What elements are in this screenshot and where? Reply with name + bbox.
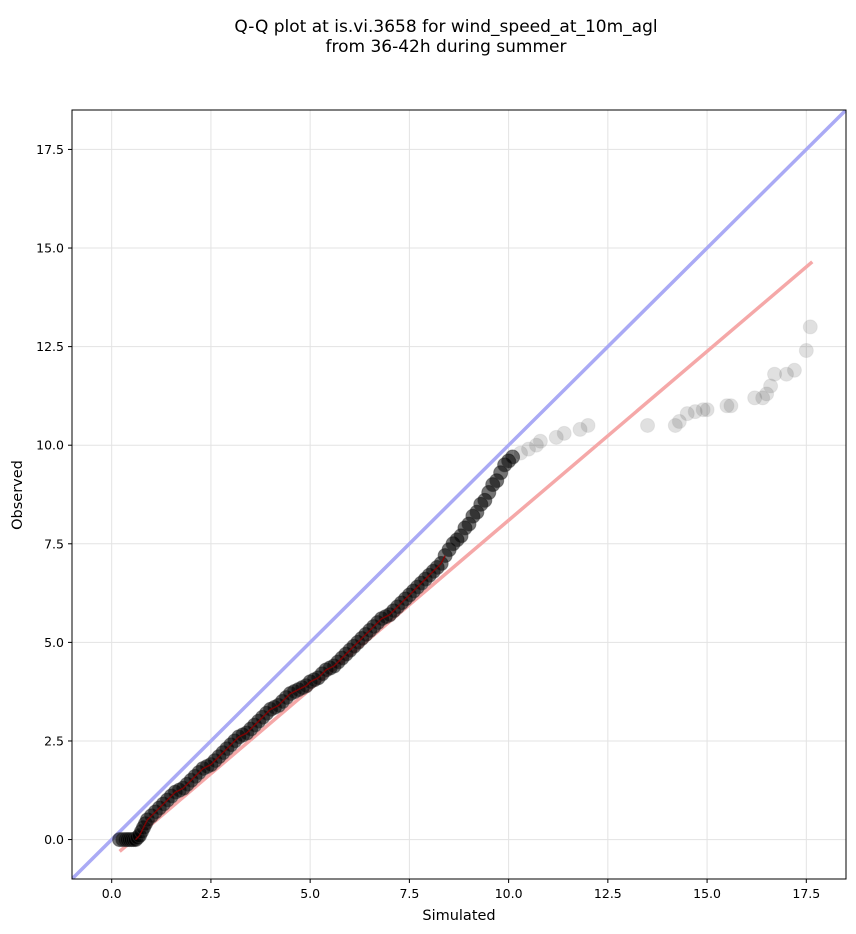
data-point-120: [699, 402, 715, 418]
data-point-113: [580, 417, 596, 433]
y-tick-label-4: 10.0: [36, 438, 64, 453]
chart-title-line-1: Q-Q plot at is.vi.3658 for wind_speed_at…: [234, 17, 657, 37]
data-point-130: [798, 343, 814, 359]
data-point-108: [528, 437, 544, 453]
y-tick-label-7: 17.5: [36, 142, 64, 157]
data-point-107: [520, 441, 536, 457]
data-point-125: [759, 386, 775, 402]
data-point-124: [755, 390, 771, 406]
x-tick-label-7: 17.5: [792, 886, 820, 901]
x-tick-label-4: 10.0: [495, 886, 523, 901]
inner-trend: [134, 555, 446, 841]
data-point-131: [802, 319, 818, 335]
data-point-112: [572, 421, 588, 437]
identity-line: [72, 110, 846, 879]
y-tick-label-0: 0.0: [44, 832, 64, 847]
y-tick-label-1: 2.5: [44, 733, 64, 748]
data-point-128: [778, 366, 794, 382]
data-point-123: [747, 390, 763, 406]
data-point-117: [679, 406, 695, 422]
x-axis-ticks: 0.0 2.5 5.0 7.5 10.0 12.5 15.0 17.5: [102, 879, 820, 901]
data-point-105: [505, 449, 521, 465]
data-point-126: [763, 378, 779, 394]
data-point-129: [786, 362, 802, 378]
reference-lines: [72, 110, 846, 879]
x-tick-label-0: 0.0: [102, 886, 122, 901]
inner-trend-line: [134, 555, 446, 841]
y-axis-ticks: 0.0 2.5 5.0 7.5 10.0 12.5 15.0 17.5: [36, 142, 72, 847]
x-tick-label-2: 5.0: [300, 886, 320, 901]
x-tick-label-6: 15.0: [693, 886, 721, 901]
data-point-110: [548, 429, 564, 445]
y-tick-label-6: 15.0: [36, 241, 64, 256]
fit-line: [118, 260, 814, 853]
x-tick-label-3: 7.5: [399, 886, 419, 901]
data-point-119: [695, 402, 711, 418]
data-point-118: [687, 404, 703, 420]
y-tick-label-2: 5.0: [44, 635, 64, 650]
y-tick-label-5: 12.5: [36, 339, 64, 354]
chart-title-line-2: from 36-42h during summer: [326, 37, 567, 57]
data-point-109: [532, 433, 548, 449]
y-axis-label: Observed: [10, 460, 26, 530]
data-point-111: [556, 425, 572, 441]
data-point-114: [640, 417, 656, 433]
data-point-121: [719, 398, 735, 414]
x-tick-label-1: 2.5: [201, 886, 221, 901]
data-point-116: [671, 414, 687, 430]
data-point-106: [513, 445, 529, 461]
data-point-122: [723, 398, 739, 414]
plot-frame: [71, 109, 847, 880]
y-tick-label-3: 7.5: [44, 536, 64, 551]
x-axis-label: Simulated: [422, 908, 495, 924]
x-tick-label-5: 12.5: [594, 886, 622, 901]
grid: [72, 110, 846, 879]
data-point-115: [667, 417, 683, 433]
data-point-127: [767, 366, 783, 382]
